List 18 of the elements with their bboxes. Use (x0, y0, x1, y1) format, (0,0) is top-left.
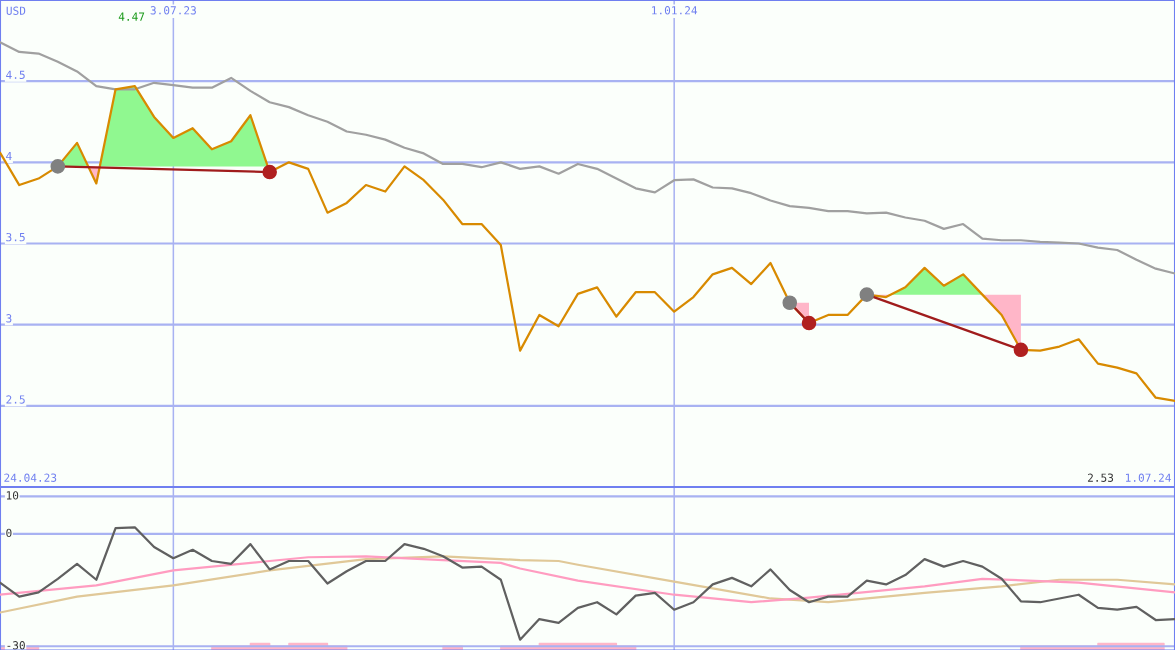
annotation: 1.07.24 (1125, 473, 1171, 482)
annotation: 4.47 (118, 12, 145, 21)
line-series (0, 526, 1175, 641)
y-axis-title: USD (6, 6, 26, 15)
y-tick-label: 4.5 (6, 70, 25, 80)
line-series (0, 555, 1175, 604)
y-tick-label: -30 (7, 641, 25, 650)
y-tick-label: 0 (6, 528, 12, 538)
annotation: 24.04.23 (4, 473, 57, 482)
y-tick-label: 4 (6, 151, 12, 161)
x-tick-label: 3.07.23 (150, 6, 196, 15)
y-tick-label: 2.5 (6, 395, 25, 404)
y-tick-label: 3.5 (6, 232, 25, 242)
line-series (0, 555, 1175, 614)
annotation: 2.53 (1087, 473, 1114, 482)
y-tick-label: 3 (6, 314, 12, 323)
y-tick-label: 10 (6, 491, 19, 500)
x-tick-label: 1.01.24 (652, 6, 698, 15)
